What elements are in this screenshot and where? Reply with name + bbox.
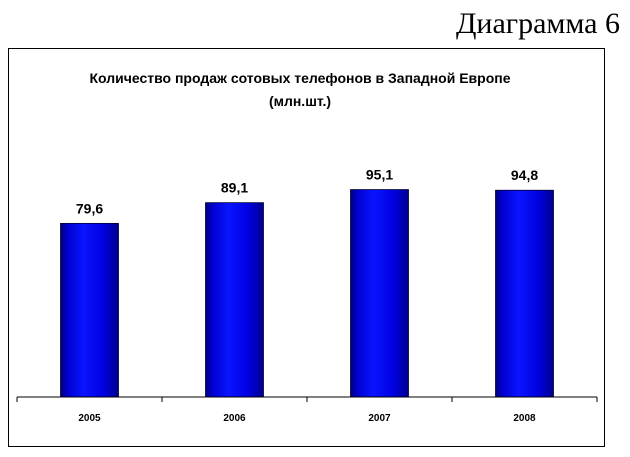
data-label-2008: 94,8	[511, 167, 538, 183]
chart-title: Количество продаж сотовых телефонов в За…	[89, 70, 511, 109]
diagram-number-label: Диаграмма 6	[455, 7, 620, 40]
bar-2006	[205, 202, 264, 398]
x-tick-label-2005: 2005	[78, 413, 101, 424]
value-labels-layer: 79,6 89,1 95,1 94,8	[76, 167, 538, 217]
bar-2005	[60, 222, 119, 398]
bars-layer	[60, 189, 554, 398]
x-tick-label-2006: 2006	[223, 413, 246, 424]
x-tick-label-2007: 2007	[368, 413, 391, 424]
data-label-2006: 89,1	[221, 180, 248, 196]
bar-2008	[495, 189, 554, 398]
x-tick-label-2008: 2008	[513, 413, 536, 424]
data-label-2005: 79,6	[76, 200, 103, 216]
x-axis: 2005 2006 2007 2008	[16, 396, 598, 424]
data-label-2007: 95,1	[366, 167, 393, 183]
bar-2007	[350, 189, 409, 398]
